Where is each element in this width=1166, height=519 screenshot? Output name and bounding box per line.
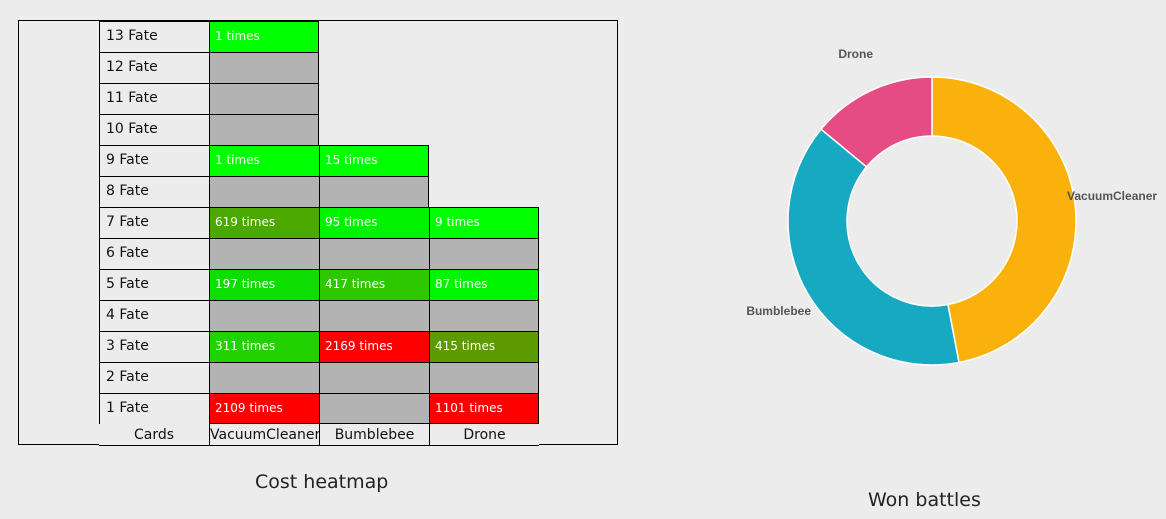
donut-title: Won battles: [868, 489, 981, 511]
heatmap-cell: [209, 362, 319, 393]
heatmap-cell: 2169 times: [319, 331, 429, 362]
heatmap-cell: 311 times: [209, 331, 319, 362]
row-label: 3 Fate: [99, 331, 209, 362]
heatmap-cell: [319, 362, 429, 393]
heatmap-cell: 95 times: [319, 207, 429, 238]
donut-slice-drone: [819, 76, 933, 168]
heatmap-cell: 1 times: [209, 21, 319, 52]
donut-label-vacuumcleaner: VacuumCleaner: [1067, 189, 1157, 203]
heatmap-cell: 197 times: [209, 269, 319, 300]
column-label-bumblebee: Bumblebee: [319, 424, 429, 446]
donut-label-drone: Drone: [838, 47, 873, 61]
heatmap-cell: 15 times: [319, 145, 429, 176]
row-label: 13 Fate: [99, 21, 209, 52]
row-label: 12 Fate: [99, 52, 209, 83]
heatmap-cell: 415 times: [429, 331, 539, 362]
heatmap-cell: [209, 114, 319, 145]
heatmap-cell: 1101 times: [429, 393, 539, 424]
heatmap-cell: 417 times: [319, 269, 429, 300]
donut-slice-bumblebee: [787, 128, 960, 366]
row-label: 11 Fate: [99, 83, 209, 114]
row-label: 8 Fate: [99, 176, 209, 207]
heatmap-cell: [209, 238, 319, 269]
column-label-drone: Drone: [429, 424, 539, 446]
row-label: 1 Fate: [99, 393, 209, 424]
heatmap-cell: [319, 176, 429, 207]
heatmap-cell: 2109 times: [209, 393, 319, 424]
heatmap-cell: [319, 393, 429, 424]
heatmap-cell: [429, 238, 539, 269]
row-label: 2 Fate: [99, 362, 209, 393]
row-label: 5 Fate: [99, 269, 209, 300]
heatmap-cell: 1 times: [209, 145, 319, 176]
heatmap-cell: 9 times: [429, 207, 539, 238]
heatmap-cell: [209, 176, 319, 207]
heatmap-cell: 87 times: [429, 269, 539, 300]
row-label: 10 Fate: [99, 114, 209, 145]
heatmap-cell: [209, 83, 319, 114]
heatmap-title: Cost heatmap: [255, 471, 389, 493]
heatmap-cell: [319, 238, 429, 269]
row-label: 4 Fate: [99, 300, 209, 331]
column-label-vacuumcleaner: VacuumCleaner: [209, 424, 320, 446]
donut-chart: VacuumCleaner Bumblebee Drone: [746, 47, 1157, 366]
donut-slice-vacuumcleaner: [931, 76, 1077, 364]
row-label: 7 Fate: [99, 207, 209, 238]
donut-label-bumblebee: Bumblebee: [746, 304, 811, 318]
heatmap-cell: [209, 300, 319, 331]
heatmap-cell: 619 times: [209, 207, 319, 238]
heatmap-cell: [209, 52, 319, 83]
corner-label: Cards: [99, 424, 209, 446]
heatmap-cell: [319, 300, 429, 331]
heatmap-cell: [429, 300, 539, 331]
row-label: 6 Fate: [99, 238, 209, 269]
heatmap-cell: [429, 362, 539, 393]
row-label: 9 Fate: [99, 145, 209, 176]
